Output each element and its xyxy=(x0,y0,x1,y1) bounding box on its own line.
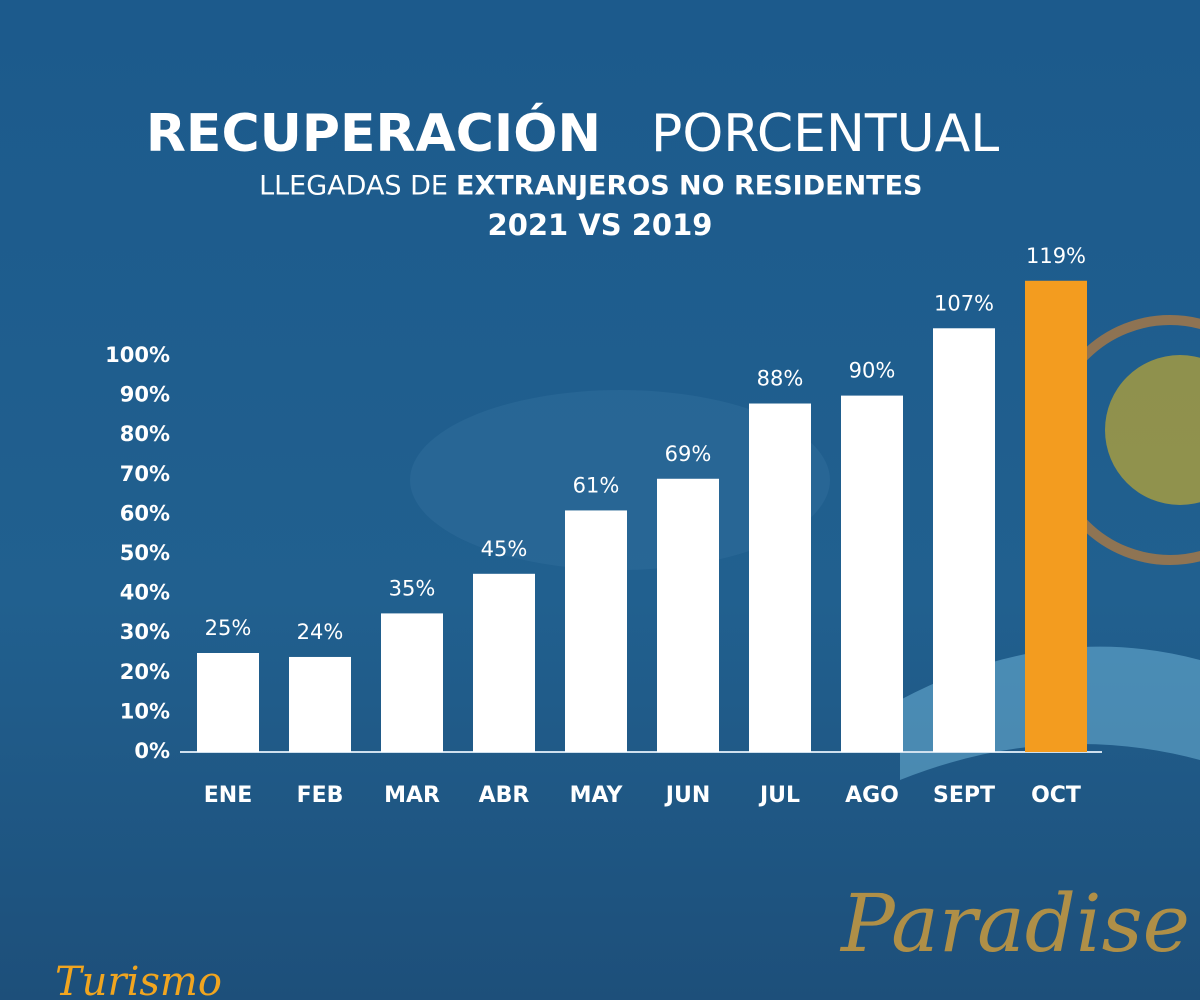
x-tick-label: AGO xyxy=(845,783,899,808)
x-tick-label: FEB xyxy=(297,783,344,808)
x-tick-label: JUL xyxy=(758,783,800,808)
value-label: 45% xyxy=(481,537,528,561)
x-tick-label: ENE xyxy=(204,783,252,808)
value-label: 88% xyxy=(757,367,804,391)
y-tick-label: 0% xyxy=(134,739,170,763)
bar xyxy=(565,510,627,752)
value-label: 107% xyxy=(934,291,994,315)
value-label: 90% xyxy=(849,359,896,383)
bar xyxy=(749,403,811,752)
y-tick-label: 70% xyxy=(120,462,170,486)
brand-logo: Turismo xyxy=(55,959,222,1000)
chart-title-light: PORCENTUAL xyxy=(651,104,999,164)
x-tick-label: JUN xyxy=(664,783,710,808)
y-tick-label: 100% xyxy=(105,343,170,367)
chart-title-bold: RECUPERACIÓN xyxy=(146,102,601,164)
y-tick-label: 30% xyxy=(120,620,170,644)
sun-decoration xyxy=(1105,355,1200,505)
y-tick-label: 20% xyxy=(120,660,170,684)
y-tick-label: 80% xyxy=(120,422,170,446)
value-label: 35% xyxy=(389,576,436,600)
x-tick-label: MAR xyxy=(384,783,440,808)
y-tick-label: 90% xyxy=(120,383,170,407)
x-tick-label: MAY xyxy=(570,783,624,808)
y-tick-label: 50% xyxy=(120,541,170,565)
bar xyxy=(381,613,443,752)
x-tick-label: SEPT xyxy=(933,783,995,808)
y-tick-label: 10% xyxy=(120,699,170,723)
bar xyxy=(1025,280,1087,752)
x-tick-label: OCT xyxy=(1031,783,1081,808)
value-label: 69% xyxy=(665,442,712,466)
brand-watermark: Paradise xyxy=(839,877,1190,970)
subtitle-light: LLEGADAS DE xyxy=(259,171,448,202)
subtitle-years: 2021 VS 2019 xyxy=(488,208,713,242)
value-label: 119% xyxy=(1026,244,1086,268)
value-label: 25% xyxy=(205,616,252,640)
bar xyxy=(841,395,903,752)
bar xyxy=(657,478,719,752)
x-tick-label: ABR xyxy=(479,783,530,808)
bar xyxy=(289,656,351,752)
bar xyxy=(473,573,535,752)
value-label: 61% xyxy=(573,473,620,497)
y-tick-label: 40% xyxy=(120,581,170,605)
y-tick-label: 60% xyxy=(120,501,170,525)
plane-silhouette xyxy=(410,390,830,570)
subtitle-bold: EXTRANJEROS NO RESIDENTES xyxy=(456,171,922,202)
bar xyxy=(197,653,259,752)
value-label: 24% xyxy=(297,620,344,644)
bar xyxy=(933,328,995,752)
